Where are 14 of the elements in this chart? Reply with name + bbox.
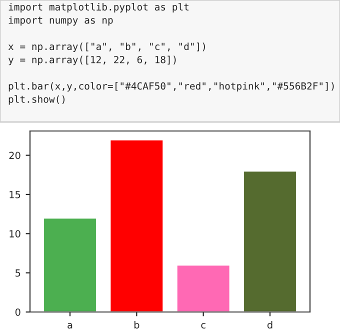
bar: [109, 138, 164, 312]
x-tick-label: a: [68, 322, 72, 329]
bar: [176, 264, 231, 312]
x-tick-label: b: [134, 321, 140, 329]
bar: [42, 217, 98, 312]
y-tick-label: 15: [10, 191, 20, 198]
x-tick-label: d: [267, 321, 272, 329]
y-tick-label: 5: [16, 269, 20, 277]
x-tick-label: c: [201, 322, 206, 329]
y-tick-label: 10: [10, 230, 20, 238]
text: import matplotlib.pyplot as plt import numpy as np x = np.array(["a", "b", "c", "d"]) y = np.array([12, 22, 6, 18]) plt.bar(x,y,color=["#4CAF50","red","hotpink","#556B2F"]) plt.show(): [8, 3, 334, 105]
bar: [242, 170, 298, 312]
y-tick-label: 0: [15, 308, 20, 316]
y-tick-label: 20: [9, 152, 20, 160]
